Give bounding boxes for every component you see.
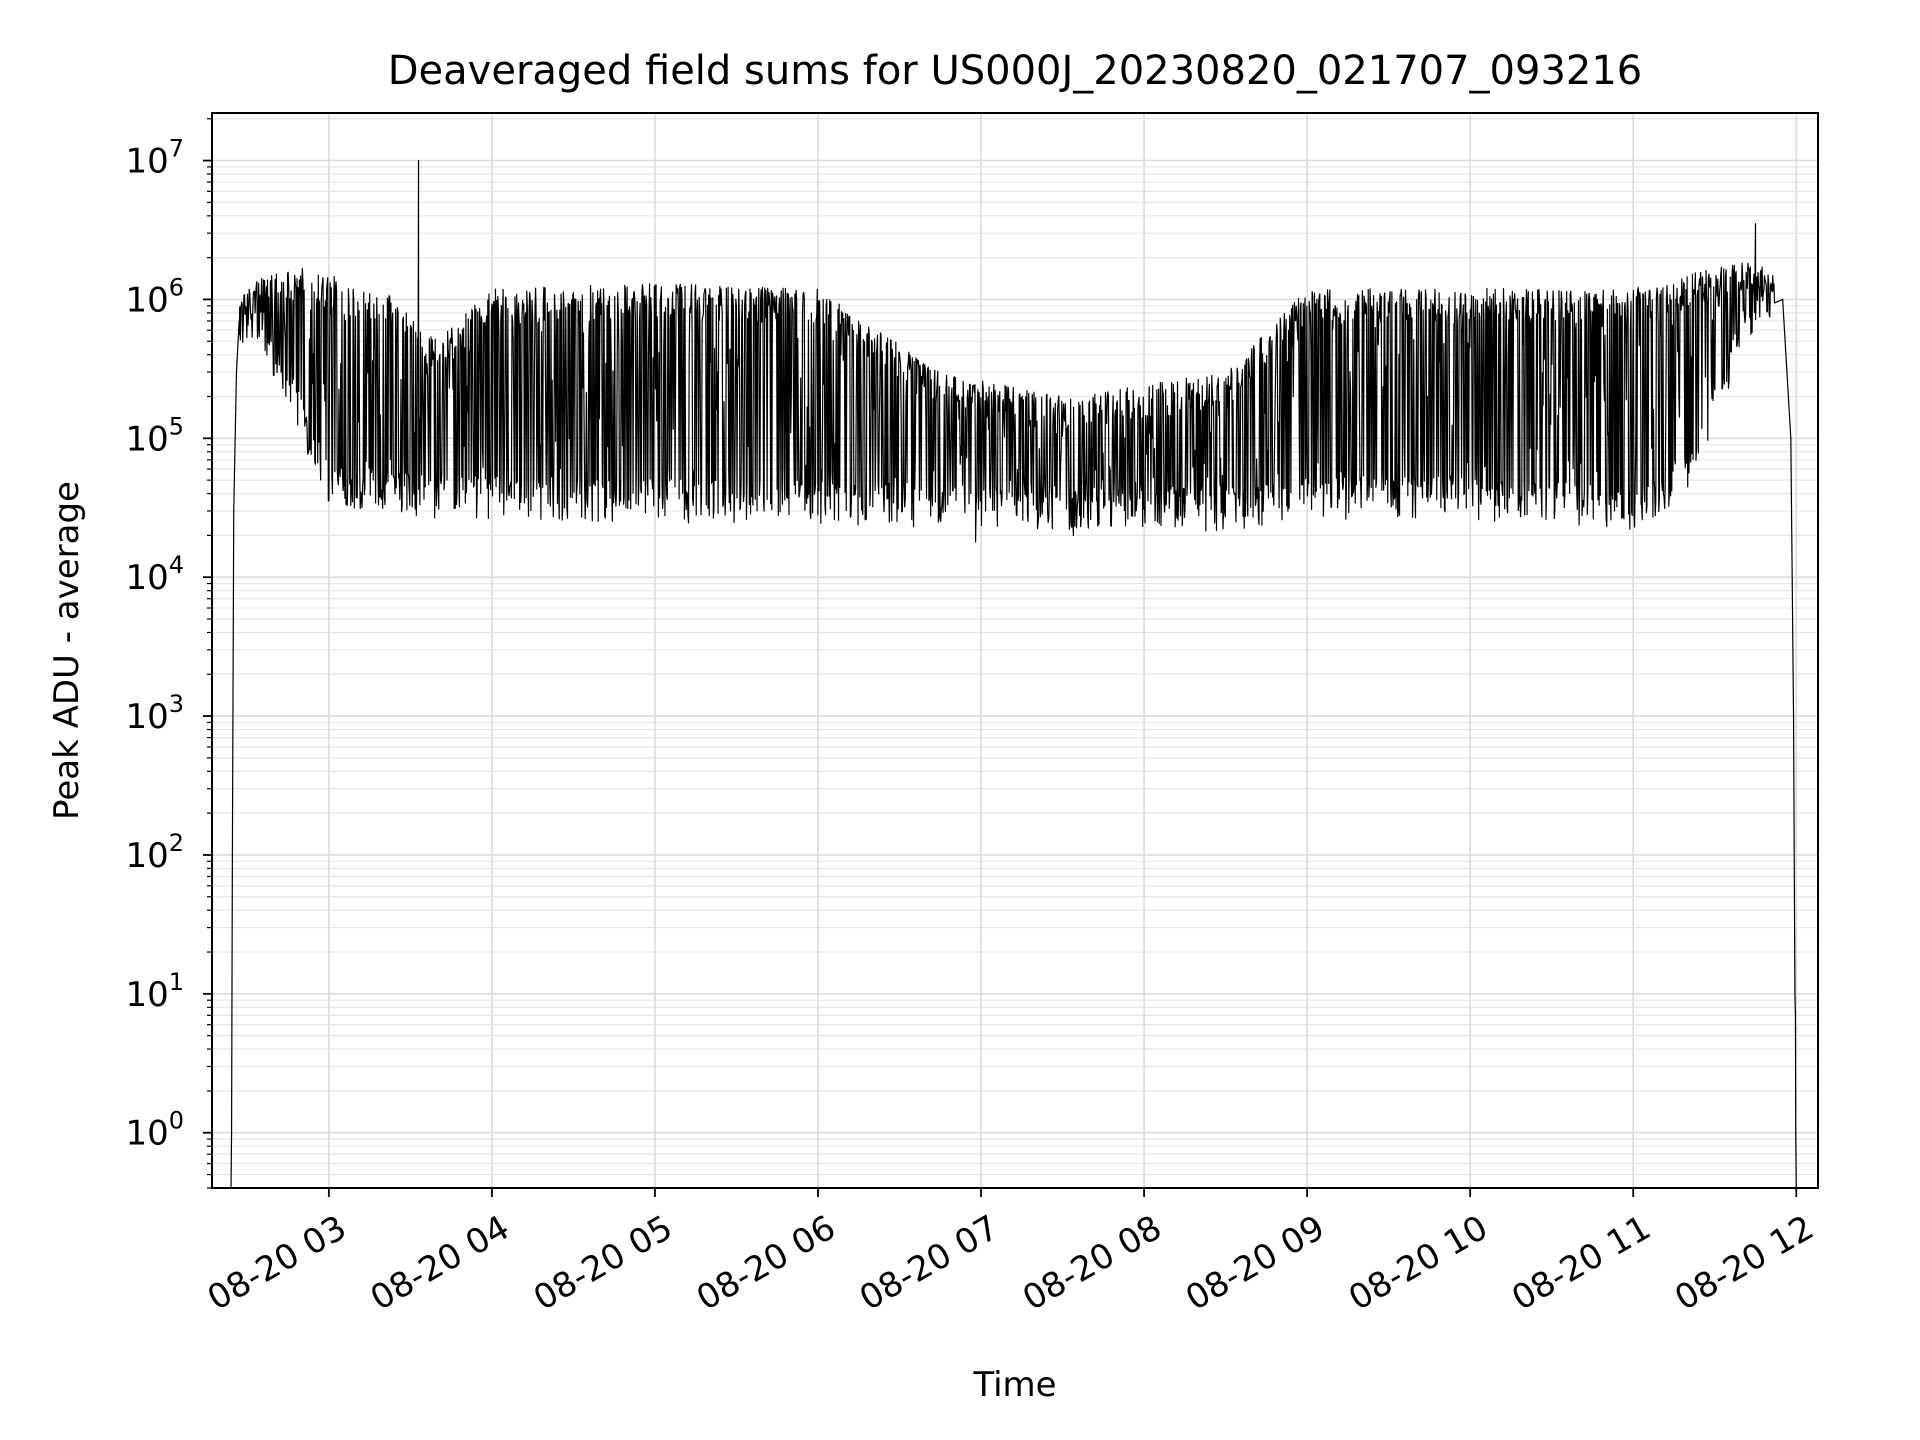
data-point: [974, 541, 977, 543]
x-axis-label: Time: [972, 1365, 1056, 1405]
data-point: [231, 854, 233, 856]
data-point: [1782, 298, 1784, 301]
y-tick-label: 100: [125, 1107, 184, 1154]
data-point: [1795, 1132, 1797, 1134]
data-point: [1790, 437, 1792, 439]
series-line: [230, 159, 1797, 1189]
y-tick-label: 101: [125, 968, 184, 1015]
y-tick-label: 102: [125, 829, 184, 876]
y-tick-label: 106: [125, 273, 184, 320]
plot-area-frame: [211, 112, 1819, 1189]
data-point: [1794, 993, 1796, 995]
data-point: [1792, 715, 1795, 717]
data-point: [417, 159, 420, 162]
data-point: [1794, 1014, 1797, 1016]
y-axis: 100 101 102 103 104 105 106 107: [125, 118, 212, 1189]
y-tick-label: 103: [125, 690, 184, 737]
chart-title: Deaveraged field sums for US000J_2023082…: [388, 48, 1643, 94]
major-grid: [212, 113, 1818, 1188]
data-point: [1754, 223, 1757, 225]
data-point: [230, 1132, 233, 1134]
y-tick-label: 105: [125, 412, 184, 459]
y-axis-label: Peak ADU - average: [47, 481, 87, 820]
series-layer: [230, 159, 1797, 1189]
data-point: [238, 320, 240, 322]
y-tick-label: 107: [125, 135, 184, 182]
y-tick-label: 104: [125, 551, 184, 598]
data-point: [233, 510, 235, 512]
data-point: [235, 371, 238, 373]
minor-grid: [212, 118, 1818, 1189]
data-point: [1072, 534, 1075, 536]
